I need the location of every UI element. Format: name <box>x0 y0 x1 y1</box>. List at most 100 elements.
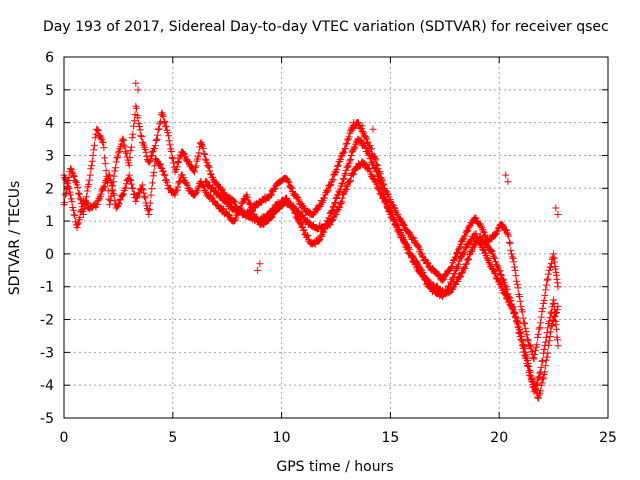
data-point <box>149 172 157 180</box>
data-point <box>507 247 515 255</box>
data-point <box>516 328 524 336</box>
data-point <box>130 190 138 198</box>
data-point <box>445 289 453 297</box>
data-point <box>130 117 138 125</box>
y-axis-label: SDTVAR / TECUs <box>7 181 23 296</box>
data-point <box>455 246 463 254</box>
data-point <box>451 270 459 278</box>
data-point <box>520 343 528 351</box>
data-point <box>358 122 366 130</box>
data-point <box>294 207 302 215</box>
data-point <box>76 213 84 221</box>
data-point <box>352 140 360 148</box>
data-point <box>63 178 71 186</box>
data-point <box>201 151 209 159</box>
data-point <box>194 153 202 161</box>
data-point <box>150 168 158 176</box>
data-point <box>540 346 548 354</box>
data-point <box>111 197 119 205</box>
data-point <box>499 221 507 229</box>
x-tick-labels: 0 5 10 15 20 25 <box>60 430 617 446</box>
data-point <box>531 385 539 393</box>
data-point <box>256 260 264 268</box>
data-point <box>142 148 150 156</box>
data-point <box>463 227 471 235</box>
data-point <box>68 168 76 176</box>
data-point <box>361 160 369 168</box>
data-point <box>121 143 129 151</box>
data-point <box>343 183 351 191</box>
data-point <box>207 192 215 200</box>
data-point <box>509 254 517 262</box>
data-point <box>151 144 159 152</box>
data-point <box>460 248 468 256</box>
data-point <box>399 220 407 228</box>
data-point <box>492 270 500 278</box>
data-point <box>548 321 556 329</box>
data-point <box>549 253 557 261</box>
data-point <box>74 183 82 191</box>
data-point <box>336 188 344 196</box>
data-point <box>413 259 421 267</box>
data-point <box>138 181 146 189</box>
data-point <box>109 186 117 194</box>
data-point <box>547 322 555 330</box>
data-point <box>510 309 518 317</box>
data-point <box>550 299 558 307</box>
data-point <box>97 190 105 198</box>
x-axis-label: GPS time / hours <box>276 459 393 475</box>
data-point <box>138 138 146 146</box>
data-point <box>154 125 162 133</box>
data-point <box>516 292 524 300</box>
data-point <box>458 269 466 277</box>
data-point <box>346 177 354 185</box>
data-point <box>287 183 295 191</box>
data-point <box>117 140 125 148</box>
data-point <box>552 204 560 212</box>
data-point <box>399 232 407 240</box>
data-point <box>192 162 200 170</box>
data-point <box>165 137 173 145</box>
data-point <box>547 259 555 267</box>
data-point <box>537 363 545 371</box>
data-point <box>285 199 293 207</box>
data-point <box>497 271 505 279</box>
data-point <box>340 174 348 182</box>
data-point <box>342 166 350 174</box>
data-point <box>544 275 552 283</box>
data-point <box>110 191 118 199</box>
data-point <box>534 330 542 338</box>
data-point <box>413 242 421 250</box>
data-point <box>502 171 510 179</box>
data-point <box>553 325 561 333</box>
data-point <box>331 198 339 206</box>
data-point <box>132 197 140 205</box>
data-point <box>277 201 285 209</box>
data-point <box>343 139 351 147</box>
data-point <box>115 199 123 207</box>
data-point <box>456 273 464 281</box>
data-point <box>254 266 262 274</box>
data-point <box>194 184 202 192</box>
data-point <box>501 281 509 289</box>
data-point <box>248 205 256 213</box>
data-point <box>405 229 413 237</box>
data-point <box>469 243 477 251</box>
data-point <box>487 247 495 255</box>
data-point <box>520 319 528 327</box>
data-point <box>383 202 391 210</box>
data-point <box>488 264 496 272</box>
data-point <box>341 169 349 177</box>
data-point <box>511 310 519 318</box>
y-tick-label: -2 <box>40 313 54 329</box>
data-point <box>127 147 135 155</box>
data-point <box>471 214 479 222</box>
data-point <box>462 260 470 268</box>
data-point <box>126 176 134 184</box>
data-point <box>298 212 306 220</box>
data-point <box>333 207 341 215</box>
data-point <box>163 178 171 186</box>
data-point <box>374 172 382 180</box>
data-point <box>175 158 183 166</box>
data-point <box>132 79 140 87</box>
